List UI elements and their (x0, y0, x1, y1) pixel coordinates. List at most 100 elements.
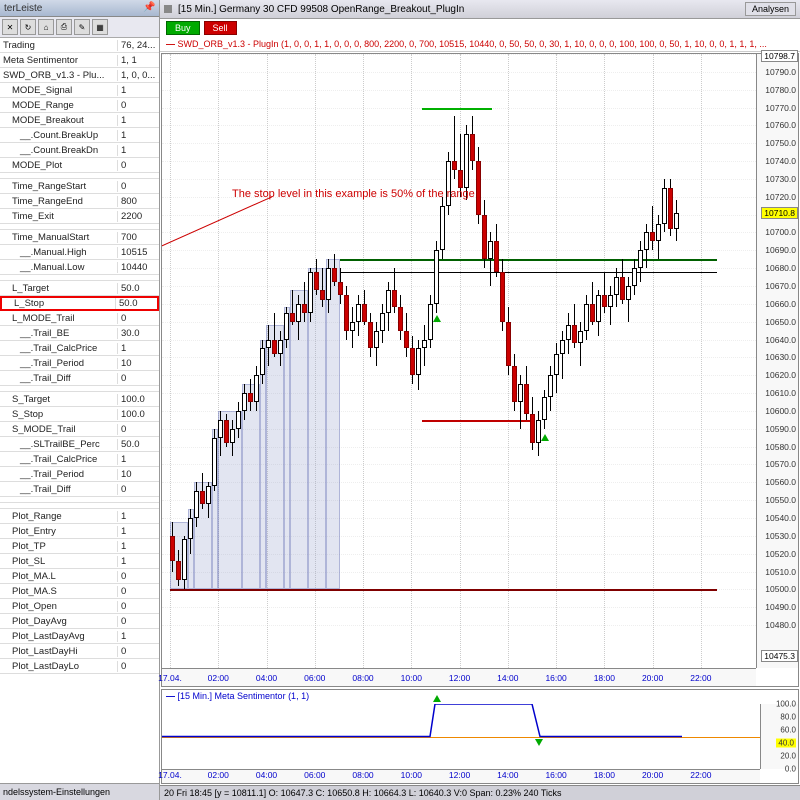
param-value[interactable]: 2200 (117, 211, 159, 222)
param-row[interactable]: __.SLTrailBE_Perc50.0 (0, 437, 159, 452)
param-value[interactable]: 1 (117, 526, 159, 537)
param-value[interactable]: 10 (117, 358, 159, 369)
param-value[interactable]: 0 (117, 373, 159, 384)
param-value[interactable]: 0 (117, 160, 159, 171)
param-value[interactable]: 800 (117, 196, 159, 207)
param-row[interactable]: MODE_Signal1 (0, 83, 159, 98)
param-value[interactable]: 1 (117, 343, 159, 354)
param-value[interactable]: 50.0 (117, 283, 159, 294)
param-row[interactable]: L_MODE_Trail0 (0, 311, 159, 326)
param-row[interactable]: Time_Exit2200 (0, 209, 159, 224)
param-row[interactable]: __.Trail_Period10 (0, 467, 159, 482)
param-row[interactable]: S_Target100.0 (0, 392, 159, 407)
toolbar-button[interactable]: ⌂ (38, 19, 54, 35)
toolbar-button[interactable]: ✕ (2, 19, 18, 35)
param-row[interactable]: Plot_LastDayAvg1 (0, 629, 159, 644)
param-row[interactable]: MODE_Plot0 (0, 158, 159, 173)
param-row[interactable]: Trading76, 24... (0, 38, 159, 53)
param-value[interactable]: 1 (117, 454, 159, 465)
buy-button[interactable]: Buy (166, 21, 200, 35)
param-value[interactable]: 1 (117, 145, 159, 156)
param-row[interactable]: MODE_Range0 (0, 98, 159, 113)
param-value[interactable]: 0 (117, 424, 159, 435)
param-value[interactable]: 0 (117, 181, 159, 192)
param-row[interactable]: L_Stop50.0 (0, 296, 159, 311)
param-value[interactable]: 0 (117, 601, 159, 612)
param-value[interactable]: 1, 1 (117, 55, 159, 66)
param-value[interactable]: 1 (117, 85, 159, 96)
param-value[interactable]: 76, 24... (117, 40, 159, 51)
param-name: Time_Exit (0, 211, 117, 222)
param-value[interactable]: 50.0 (115, 298, 157, 309)
param-value[interactable]: 1 (117, 130, 159, 141)
param-value[interactable]: 10515 (117, 247, 159, 258)
toolbar-button[interactable]: ▦ (92, 19, 108, 35)
param-row[interactable]: Plot_TP1 (0, 539, 159, 554)
param-row[interactable]: __.Count.BreakUp1 (0, 128, 159, 143)
param-row[interactable]: __.Manual.High10515 (0, 245, 159, 260)
param-row[interactable]: Plot_Range1 (0, 509, 159, 524)
parameter-list[interactable]: Trading76, 24...Meta Sentimentor1, 1SWD_… (0, 38, 159, 783)
param-value[interactable]: 10440 (117, 262, 159, 273)
param-value[interactable]: 700 (117, 232, 159, 243)
param-value[interactable]: 0 (117, 484, 159, 495)
param-row[interactable]: Plot_DayAvg0 (0, 614, 159, 629)
param-value[interactable]: 1 (117, 631, 159, 642)
sell-button[interactable]: Sell (204, 21, 237, 35)
chart-canvas[interactable]: The stop level in this example is 50% of… (162, 54, 798, 686)
param-value[interactable]: 0 (117, 313, 159, 324)
param-value[interactable]: 10 (117, 469, 159, 480)
param-value[interactable]: 50.0 (117, 439, 159, 450)
analysen-button[interactable]: Analysen (745, 2, 796, 16)
param-row[interactable]: __.Trail_CalcPrice1 (0, 452, 159, 467)
param-row[interactable]: Plot_SL1 (0, 554, 159, 569)
toolbar-button[interactable]: ↻ (20, 19, 36, 35)
pin-icon[interactable]: 📌 (143, 2, 155, 14)
param-value[interactable]: 1 (117, 541, 159, 552)
param-row[interactable]: Plot_Entry1 (0, 524, 159, 539)
param-value[interactable]: 1 (117, 511, 159, 522)
param-row[interactable]: Plot_Open0 (0, 599, 159, 614)
toolbar-button[interactable]: ✎ (74, 19, 90, 35)
param-row[interactable]: Time_RangeStart0 (0, 179, 159, 194)
param-row[interactable]: Time_ManualStart700 (0, 230, 159, 245)
param-row[interactable]: Plot_LastDayLo0 (0, 659, 159, 674)
sub-canvas[interactable] (162, 704, 760, 769)
sub-chart[interactable]: — [15 Min.] Meta Sentimentor (1, 1) 100.… (161, 689, 799, 784)
param-row[interactable]: Time_RangeEnd800 (0, 194, 159, 209)
param-value[interactable]: 100.0 (117, 409, 159, 420)
main-chart[interactable]: The stop level in this example is 50% of… (161, 53, 799, 687)
param-value[interactable]: 0 (117, 100, 159, 111)
param-row[interactable]: __.Trail_Diff0 (0, 371, 159, 386)
param-value[interactable]: 0 (117, 586, 159, 597)
param-row[interactable]: Plot_MA.L0 (0, 569, 159, 584)
param-value[interactable]: 0 (117, 661, 159, 672)
param-row[interactable]: __.Trail_Diff0 (0, 482, 159, 497)
param-row[interactable]: __.Trail_Period10 (0, 356, 159, 371)
sidebar-footer[interactable]: ndelssystem-Einstellungen (0, 783, 159, 800)
toolbar-button[interactable]: ⎙ (56, 19, 72, 35)
app-window: terLeiste 📌 ✕↻⌂⎙✎▦ Trading76, 24...Meta … (0, 0, 800, 800)
param-row[interactable]: Plot_LastDayHi0 (0, 644, 159, 659)
param-value[interactable]: 0 (117, 616, 159, 627)
param-row[interactable]: __.Manual.Low10440 (0, 260, 159, 275)
param-row[interactable]: S_MODE_Trail0 (0, 422, 159, 437)
param-row[interactable]: Plot_MA.S0 (0, 584, 159, 599)
sub-x-axis: 17.04.02:0004:0006:0008:0010:0012:0014:0… (162, 769, 760, 783)
param-row[interactable]: S_Stop100.0 (0, 407, 159, 422)
param-value[interactable]: 0 (117, 646, 159, 657)
param-row[interactable]: SWD_ORB_v1.3 - Plu...1, 0, 0... (0, 68, 159, 83)
param-value[interactable]: 30.0 (117, 328, 159, 339)
param-row[interactable]: __.Count.BreakDn1 (0, 143, 159, 158)
param-row[interactable]: __.Trail_CalcPrice1 (0, 341, 159, 356)
param-value[interactable]: 0 (117, 571, 159, 582)
param-value[interactable]: 100.0 (117, 394, 159, 405)
param-value[interactable]: 1, 0, 0... (117, 70, 159, 81)
param-value[interactable]: 1 (117, 556, 159, 567)
param-row[interactable]: __.Trail_BE30.0 (0, 326, 159, 341)
y-axis: 10800.010790.010780.010770.010760.010750… (756, 54, 798, 668)
param-row[interactable]: L_Target50.0 (0, 281, 159, 296)
param-value[interactable]: 1 (117, 115, 159, 126)
param-row[interactable]: Meta Sentimentor1, 1 (0, 53, 159, 68)
param-row[interactable]: MODE_Breakout1 (0, 113, 159, 128)
